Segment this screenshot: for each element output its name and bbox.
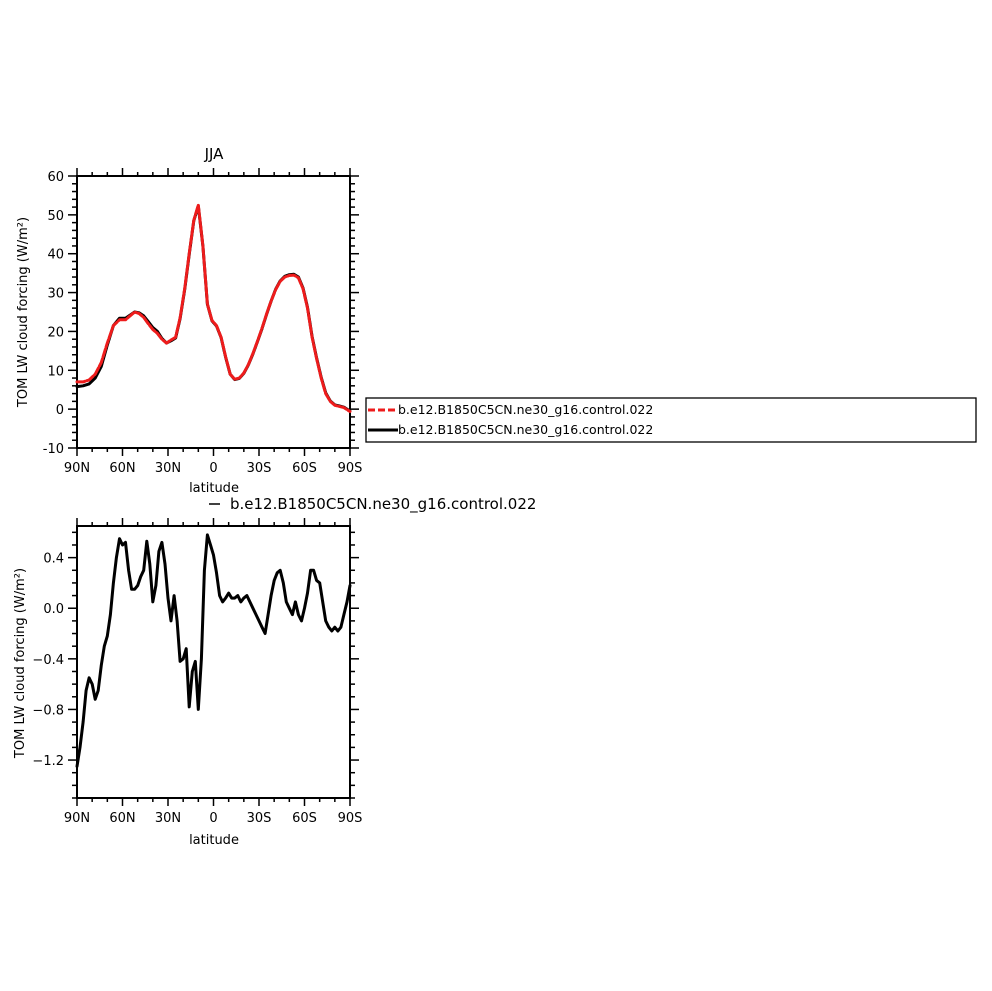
legend-entry-2: b.e12.B1850C5CN.ne30_g16.control.022 <box>398 422 653 437</box>
y-tick-label: 30 <box>47 287 64 302</box>
y-tick-label: −0.4 <box>32 653 64 668</box>
x-tick-label: 90S <box>338 461 363 476</box>
x-tick-label: 30N <box>155 811 181 826</box>
y-tick-label: 10 <box>47 364 64 379</box>
bottom-y-tick-labels: −1.2 −0.8 −0.4 0.0 0.4 <box>32 552 64 769</box>
x-tick-label: 90N <box>64 461 90 476</box>
x-tick-label: 30S <box>247 461 272 476</box>
legend-entry-1: b.e12.B1850C5CN.ne30_g16.control.022 <box>398 402 653 417</box>
x-tick-label: 60N <box>109 811 135 826</box>
top-panel-title: JJA <box>204 145 225 163</box>
y-tick-label: 0 <box>56 403 64 418</box>
top-y-axis-label: TOM LW cloud forcing (W/m²) <box>16 217 31 408</box>
y-tick-label: 40 <box>47 248 64 263</box>
bottom-panel: b.e12.B1850C5CN.ne30_g16.control.022 −1.… <box>13 495 536 848</box>
bottom-series-lines <box>75 533 352 768</box>
bottom-plot-frame <box>76 525 351 799</box>
top-y-tick-labels: -10 0 10 20 30 40 50 60 <box>43 170 64 457</box>
x-tick-label: 90N <box>64 811 90 826</box>
x-tick-label: 0 <box>209 811 217 826</box>
top-tick-marks <box>68 168 359 456</box>
legend-box <box>365 397 977 443</box>
series-line-1 <box>75 533 352 768</box>
y-tick-label: −0.8 <box>32 703 64 718</box>
x-tick-label: 0 <box>209 461 217 476</box>
x-tick-label: 90S <box>338 811 363 826</box>
x-tick-label: 60N <box>109 461 135 476</box>
top-x-tick-labels: 90N 60N 30N 0 30S 60S 90S <box>64 461 363 476</box>
top-x-axis-label: latitude <box>189 481 239 496</box>
series-line-1 <box>75 203 352 413</box>
y-tick-label: -10 <box>43 442 64 457</box>
x-tick-label: 30S <box>247 811 272 826</box>
legend: b.e12.B1850C5CN.ne30_g16.control.022 b.e… <box>365 397 977 443</box>
bottom-panel-subtitle: b.e12.B1850C5CN.ne30_g16.control.022 <box>230 495 536 514</box>
bottom-tick-marks <box>68 518 359 806</box>
bottom-x-axis-label: latitude <box>189 833 239 848</box>
y-tick-label: −1.2 <box>32 754 64 769</box>
x-tick-label: 30N <box>155 461 181 476</box>
y-tick-label: 60 <box>47 170 64 185</box>
y-tick-label: 20 <box>47 325 64 340</box>
bottom-x-tick-labels: 90N 60N 30N 0 30S 60S 90S <box>64 811 363 826</box>
top-series-lines <box>75 203 352 413</box>
y-tick-label: 0.0 <box>43 602 64 617</box>
top-panel: JJA -10 0 10 20 30 40 50 60 90N 60N 30N 0 30S 60S 90S… <box>16 145 362 496</box>
y-tick-label: 50 <box>47 209 64 224</box>
bottom-y-axis-label: TOM LW cloud forcing (W/m²) <box>13 568 28 759</box>
y-tick-label: 0.4 <box>43 552 64 567</box>
x-tick-label: 60S <box>292 811 317 826</box>
x-tick-label: 60S <box>292 461 317 476</box>
